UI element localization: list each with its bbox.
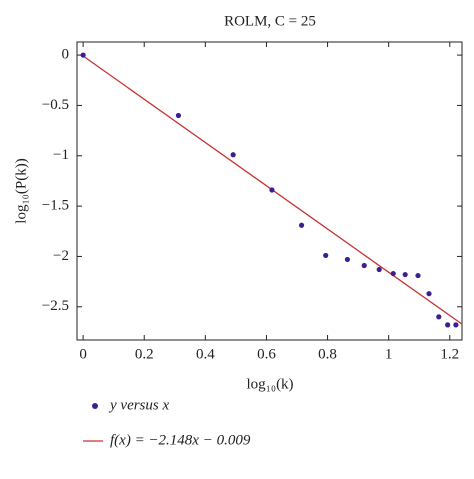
- y-tick-label: 0: [62, 47, 70, 63]
- point: [80, 52, 86, 58]
- x-tick-label: 1: [385, 346, 393, 362]
- x-tick-label: 0: [79, 346, 87, 362]
- point: [230, 152, 236, 158]
- point: [453, 322, 459, 328]
- point: [298, 222, 305, 228]
- x-tick-label: 0.4: [196, 346, 215, 362]
- point: [361, 262, 367, 269]
- plot-frame: [76, 41, 463, 341]
- point: [402, 271, 408, 278]
- x-tick-label: 1.2: [440, 346, 459, 362]
- x-axis-label: log₁₀(k): [246, 376, 293, 392]
- point: [445, 322, 451, 328]
- legend-marker: [92, 403, 98, 409]
- y-tick-label: −2.5: [42, 298, 69, 314]
- chart-title: ROLM, C = 25: [224, 13, 316, 29]
- point: [426, 291, 432, 297]
- point: [269, 187, 275, 193]
- y-tick-label: −2: [53, 248, 69, 264]
- legend-label: y versus x: [108, 397, 169, 413]
- x-tick-label: 0.6: [257, 346, 276, 362]
- y-axis-label: log₁₀(P(k)): [13, 158, 29, 223]
- y-tick-label: −1.5: [42, 198, 69, 214]
- point: [175, 112, 182, 119]
- point: [415, 272, 421, 279]
- y-tick-label: −0.5: [42, 97, 69, 113]
- point: [323, 252, 329, 259]
- y-tick-label: −1: [53, 147, 69, 163]
- point: [344, 256, 351, 263]
- point: [390, 270, 396, 277]
- x-tick-label: 0.8: [318, 346, 337, 362]
- legend-label: f(x) = −2.148x − 0.009: [110, 432, 251, 448]
- point: [376, 266, 382, 273]
- point: [436, 314, 442, 320]
- x-tick-label: 0.2: [135, 346, 154, 362]
